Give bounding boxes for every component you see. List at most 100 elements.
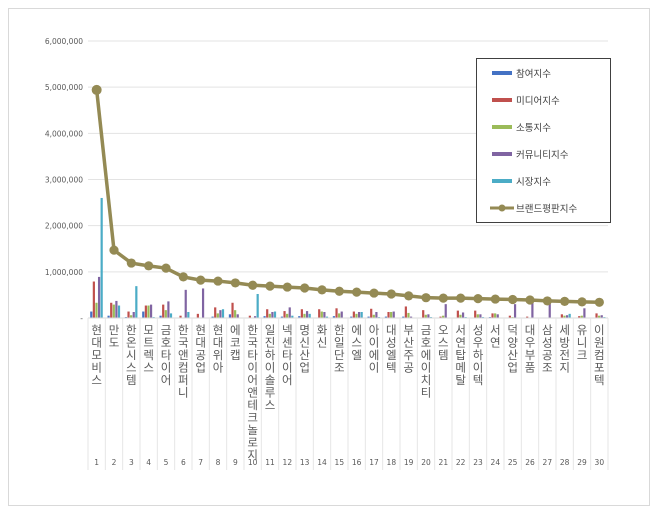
category-label: 성우하이텍 [471,324,485,387]
category-label: 아이에이 [367,324,381,374]
legend-swatch-시장지수 [492,179,512,183]
bar-커뮤니티지수-2 [115,301,117,318]
category-label: 현대공업 [194,324,208,374]
bar-커뮤니티지수-23 [479,314,481,318]
bar-커뮤니티지수-24 [497,314,499,318]
bar-소통지수-5 [165,310,167,318]
line-point-13 [300,283,309,292]
line-point-22 [456,294,465,303]
line-point-21 [439,294,448,303]
bar-커뮤니티지수-12 [289,307,291,318]
line-point-7 [196,276,205,285]
line-point-28 [560,297,569,306]
line-point-29 [577,297,586,306]
line-point-12 [283,282,292,291]
y-tick-label: 2,000,000 [45,222,83,231]
bar-미디어지수-14 [318,309,320,318]
bar-소통지수-4 [147,306,149,318]
rank-label: 28 [560,458,570,467]
bar-미디어지수-9 [231,303,233,318]
bar-미디어지수-20 [422,310,424,318]
bar-소통지수-15 [338,313,340,318]
bar-커뮤니티지수-15 [341,312,343,318]
line-point-11 [265,282,274,291]
line-point-10 [248,281,257,290]
bar-시장지수-11 [274,312,276,318]
line-point-6 [179,272,188,281]
bar-미디어지수-15 [335,308,337,318]
rank-label: 16 [352,458,362,467]
bar-미디어지수-11 [266,309,268,318]
category-label: 부산주공 [402,324,416,374]
rank-label: 26 [525,458,535,467]
bar-소통지수-23 [477,314,479,318]
line-point-18 [387,289,396,298]
bar-미디어지수-30 [595,313,597,318]
bar-시장지수-16 [361,312,363,318]
legend-label: 브랜드평판지수 [516,204,577,215]
category-label: 세방전지 [558,324,572,374]
line-point-23 [473,294,482,303]
bar-시장지수-2 [118,306,120,318]
bar-커뮤니티지수-17 [375,312,377,318]
bar-커뮤니티지수-7 [202,288,204,318]
bar-커뮤니티지수-26 [531,303,533,318]
y-tick-label: 6,000,000 [45,37,83,46]
category-label: 금호타이어 [159,324,173,387]
bar-미디어지수-1 [93,282,95,318]
rank-label: 21 [439,458,449,467]
category-label: 명신산업 [298,324,312,374]
rank-label: 22 [456,458,466,467]
legend-swatch-커뮤니티지수 [492,152,512,156]
bar-소통지수-13 [303,314,305,318]
bar-시장지수-8 [222,309,224,318]
rank-label: 27 [543,458,553,467]
y-tick-label: - [80,314,83,323]
legend-label: 시장지수 [516,177,551,188]
legend-label: 미디어지수 [516,96,560,107]
bar-참여지수-1 [90,312,92,318]
bar-시장지수-13 [309,314,311,318]
legend-swatch-미디어지수 [492,98,512,102]
bar-소통지수-24 [494,313,496,318]
legend-marker [499,205,506,212]
bar-시장지수-1 [101,198,103,318]
bar-커뮤니티지수-9 [237,314,239,318]
category-label: 화신 [315,324,329,349]
bar-커뮤니티지수-6 [185,290,187,318]
bar-미디어지수-8 [214,307,216,318]
line-point-2 [109,246,118,255]
rank-label: 9 [233,458,238,467]
line-point-3 [127,258,136,267]
line-point-14 [317,285,326,294]
line-point-20 [421,293,430,302]
line-point-17 [369,288,378,297]
bar-커뮤니티지수-3 [133,312,135,318]
bar-미디어지수-19 [405,306,407,318]
bar-소통지수-2 [113,305,115,318]
bar-미디어지수-17 [370,309,372,318]
category-label: 금호에이치티 [419,324,433,399]
category-label: 만도 [107,324,121,349]
bar-미디어지수-13 [301,309,303,318]
category-label: 넥센타이어 [280,324,294,387]
y-tick-label: 5,000,000 [45,83,83,92]
category-label: 에코캡 [228,324,242,362]
bar-소통지수-8 [217,313,219,318]
bar-커뮤니티지수-18 [393,312,395,318]
rank-label: 8 [216,458,221,467]
bar-미디어지수-12 [283,311,285,318]
legend-swatch-참여지수 [492,71,512,75]
line-point-16 [352,288,361,297]
bar-미디어지수-22 [457,311,459,318]
category-label: 이원컴포텍 [592,324,606,387]
rank-label: 30 [595,458,605,467]
bar-미디어지수-3 [127,312,129,318]
category-label: 한일단조 [332,324,346,374]
bar-시장지수-5 [170,313,172,318]
rank-label: 12 [283,458,293,467]
bar-커뮤니티지수-5 [167,301,169,318]
rank-label: 24 [491,458,501,467]
bar-커뮤니티지수-27 [549,303,551,318]
